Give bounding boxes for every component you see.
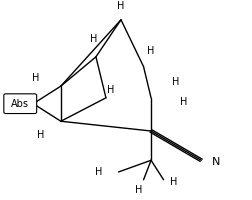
- Text: H: H: [32, 73, 40, 83]
- Text: H: H: [90, 34, 97, 44]
- Text: H: H: [135, 185, 142, 195]
- Text: N: N: [212, 157, 220, 167]
- Text: H: H: [170, 177, 177, 187]
- Text: H: H: [180, 97, 187, 107]
- Text: H: H: [95, 167, 102, 177]
- Text: H: H: [147, 46, 155, 56]
- Text: H: H: [172, 77, 180, 87]
- Text: Abs: Abs: [11, 99, 29, 109]
- Text: H: H: [107, 85, 115, 95]
- Text: H: H: [37, 130, 45, 140]
- FancyBboxPatch shape: [4, 94, 37, 114]
- Text: H: H: [117, 1, 125, 11]
